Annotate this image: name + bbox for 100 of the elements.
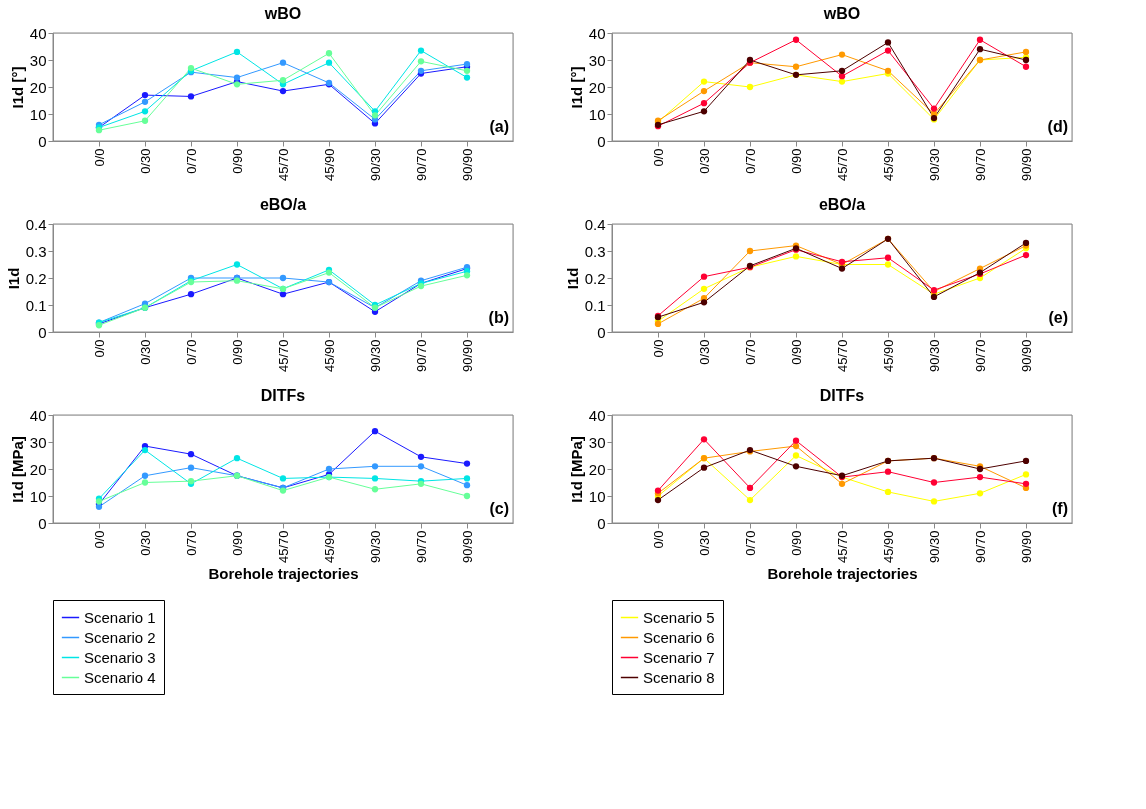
- x-tick-label: 90/30: [367, 530, 383, 564]
- y-tick-label: 10: [29, 487, 47, 505]
- x-tick-label: 45/70: [275, 530, 291, 564]
- x-tick-label: 90/90: [1018, 530, 1034, 564]
- x-tick-label: 0/0: [650, 339, 666, 358]
- y-axis-title: I1d: [563, 267, 581, 290]
- chart-title: eBO/a: [818, 196, 866, 213]
- y-axis-title: I1d: [4, 267, 22, 290]
- legend-label: Scenario 8: [643, 668, 715, 686]
- x-tick-label: 90/90: [1018, 148, 1034, 182]
- legend-label: Scenario 5: [643, 608, 715, 626]
- annotation: (b): [488, 309, 509, 326]
- x-tick-label: 90/30: [367, 148, 383, 182]
- x-tick-label: 90/30: [926, 339, 942, 373]
- legend-label: Scenario 4: [84, 668, 156, 686]
- y-tick-label: 0.2: [584, 269, 606, 287]
- y-tick-label: 0.3: [584, 242, 606, 260]
- x-tick-label: 0/0: [91, 339, 107, 358]
- x-tick-label: 45/70: [834, 339, 850, 373]
- y-tick-label: 0: [38, 323, 47, 341]
- chart-title: wBO: [822, 5, 861, 22]
- x-tick-label: 45/70: [834, 148, 850, 182]
- x-axis-title: Borehole trajectories: [767, 565, 918, 583]
- x-tick-label: 0/70: [183, 339, 199, 365]
- x-tick-label: 45/90: [321, 530, 337, 564]
- x-tick-label: 0/90: [788, 339, 804, 365]
- y-tick-label: 30: [29, 433, 47, 451]
- x-tick-label: 90/70: [413, 339, 429, 373]
- x-tick-label: 45/90: [880, 148, 896, 182]
- y-tick-label: 0: [38, 514, 47, 532]
- x-tick-label: 0/90: [229, 339, 245, 365]
- legend-label: Scenario 2: [84, 628, 156, 646]
- x-tick-label: 0/30: [696, 339, 712, 365]
- y-axis-title: I1d [MPa]: [8, 436, 26, 503]
- x-tick-label: 0/90: [229, 530, 245, 556]
- annotation: (c): [489, 500, 509, 517]
- x-tick-label: 45/70: [275, 339, 291, 373]
- x-tick-label: 45/90: [321, 148, 337, 182]
- x-tick-label: 45/90: [321, 339, 337, 373]
- legend-label: Scenario 1: [84, 608, 156, 626]
- x-tick-label: 0/90: [229, 148, 245, 174]
- x-tick-label: 0/30: [137, 148, 153, 174]
- annotation: (a): [489, 118, 509, 135]
- x-tick-label: 0/90: [788, 530, 804, 556]
- y-tick-label: 20: [29, 460, 47, 478]
- y-tick-label: 30: [588, 51, 606, 69]
- x-tick-label: 0/0: [650, 530, 666, 549]
- x-tick-label: 90/70: [972, 530, 988, 564]
- x-tick-label: 90/90: [1018, 339, 1034, 373]
- y-tick-label: 30: [29, 51, 47, 69]
- y-tick-label: 0: [38, 132, 47, 150]
- y-tick-label: 0.4: [25, 215, 47, 233]
- chart-title: DITFs: [260, 387, 306, 404]
- x-tick-label: 45/70: [834, 530, 850, 564]
- y-tick-label: 20: [588, 460, 606, 478]
- y-tick-label: 40: [588, 406, 606, 424]
- y-tick-label: 0.4: [584, 215, 606, 233]
- legend-label: Scenario 6: [643, 628, 715, 646]
- x-tick-label: 90/90: [459, 339, 475, 373]
- x-tick-label: 0/30: [696, 148, 712, 174]
- chart-title: eBO/a: [259, 196, 307, 213]
- y-tick-label: 30: [588, 433, 606, 451]
- y-tick-label: 10: [588, 105, 606, 123]
- x-tick-label: 90/90: [459, 530, 475, 564]
- annotation: (e): [1048, 309, 1068, 326]
- x-tick-label: 0/30: [137, 530, 153, 556]
- y-tick-label: 40: [29, 406, 47, 424]
- y-tick-label: 10: [588, 487, 606, 505]
- y-axis-title: I1d [°]: [567, 66, 585, 109]
- y-tick-label: 10: [29, 105, 47, 123]
- y-tick-label: 0: [597, 514, 606, 532]
- x-tick-label: 90/70: [972, 339, 988, 373]
- x-tick-label: 0/70: [742, 530, 758, 556]
- x-tick-label: 0/70: [742, 339, 758, 365]
- y-axis-title: I1d [MPa]: [567, 436, 585, 503]
- x-tick-label: 0/30: [696, 530, 712, 556]
- y-tick-label: 20: [29, 78, 47, 96]
- chart-title: wBO: [263, 5, 302, 22]
- x-tick-label: 0/70: [183, 148, 199, 174]
- x-tick-label: 90/70: [972, 148, 988, 182]
- y-tick-label: 0.1: [25, 296, 47, 314]
- legend-label: Scenario 3: [84, 648, 156, 666]
- x-tick-label: 0/90: [788, 148, 804, 174]
- y-tick-label: 20: [588, 78, 606, 96]
- x-tick-label: 90/30: [926, 530, 942, 564]
- x-axis-title: Borehole trajectories: [208, 565, 359, 583]
- annotation: (d): [1047, 118, 1068, 135]
- y-tick-label: 0.2: [25, 269, 47, 287]
- annotation: (f): [1052, 500, 1068, 517]
- y-tick-label: 0: [597, 323, 606, 341]
- y-tick-label: 0.1: [584, 296, 606, 314]
- y-tick-label: 0: [597, 132, 606, 150]
- x-tick-label: 90/70: [413, 148, 429, 182]
- y-tick-label: 40: [588, 24, 606, 42]
- x-tick-label: 90/30: [367, 339, 383, 373]
- x-tick-label: 90/30: [926, 148, 942, 182]
- y-tick-label: 40: [29, 24, 47, 42]
- x-tick-label: 0/70: [742, 148, 758, 174]
- chart-title: DITFs: [819, 387, 865, 404]
- x-tick-label: 45/70: [275, 148, 291, 182]
